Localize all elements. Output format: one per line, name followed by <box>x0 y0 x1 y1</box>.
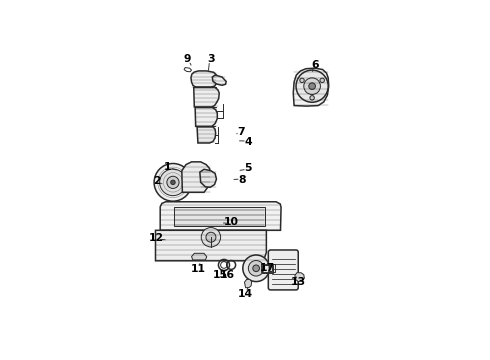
Bar <box>173 207 265 226</box>
Circle shape <box>206 232 216 242</box>
Text: 3: 3 <box>207 54 215 64</box>
Bar <box>262 265 273 273</box>
Circle shape <box>253 265 259 271</box>
Bar <box>261 264 275 273</box>
Text: 16: 16 <box>220 270 235 280</box>
Polygon shape <box>197 127 216 143</box>
Circle shape <box>304 78 320 94</box>
Polygon shape <box>182 162 211 192</box>
Circle shape <box>309 83 316 90</box>
Circle shape <box>154 163 192 201</box>
Circle shape <box>248 261 264 276</box>
Bar <box>269 265 272 271</box>
Text: 1: 1 <box>164 162 171 172</box>
Circle shape <box>160 169 186 195</box>
Polygon shape <box>200 169 217 187</box>
Circle shape <box>300 78 304 82</box>
Circle shape <box>243 255 270 282</box>
Text: 7: 7 <box>238 127 245 137</box>
Text: 2: 2 <box>154 176 161 186</box>
Text: 15: 15 <box>213 270 227 280</box>
Circle shape <box>296 70 328 102</box>
Text: 12: 12 <box>149 233 164 243</box>
Text: 5: 5 <box>245 163 252 173</box>
Polygon shape <box>212 75 226 85</box>
Polygon shape <box>192 253 207 260</box>
Circle shape <box>171 180 175 185</box>
Polygon shape <box>160 202 281 230</box>
Circle shape <box>320 78 324 82</box>
Polygon shape <box>295 273 304 282</box>
FancyBboxPatch shape <box>269 250 298 290</box>
Polygon shape <box>191 71 217 87</box>
Text: 11: 11 <box>191 264 206 274</box>
Circle shape <box>310 96 314 100</box>
Text: 6: 6 <box>311 60 318 70</box>
Text: 10: 10 <box>224 217 239 227</box>
Polygon shape <box>195 108 217 126</box>
Text: 9: 9 <box>184 54 191 64</box>
Text: 14: 14 <box>238 289 252 299</box>
Polygon shape <box>194 87 219 107</box>
Text: 17: 17 <box>260 263 275 273</box>
Circle shape <box>167 176 179 188</box>
Polygon shape <box>245 279 252 288</box>
Text: 4: 4 <box>245 138 252 148</box>
Circle shape <box>201 228 220 247</box>
Text: 13: 13 <box>291 277 306 287</box>
Polygon shape <box>293 68 329 106</box>
Text: 8: 8 <box>239 175 246 185</box>
Polygon shape <box>155 230 267 261</box>
